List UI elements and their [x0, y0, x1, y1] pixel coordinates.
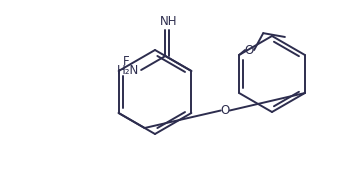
- Text: F: F: [123, 55, 129, 68]
- Text: NH: NH: [160, 15, 177, 28]
- Text: O: O: [244, 44, 254, 56]
- Text: O: O: [220, 104, 230, 117]
- Text: H₂N: H₂N: [117, 64, 139, 76]
